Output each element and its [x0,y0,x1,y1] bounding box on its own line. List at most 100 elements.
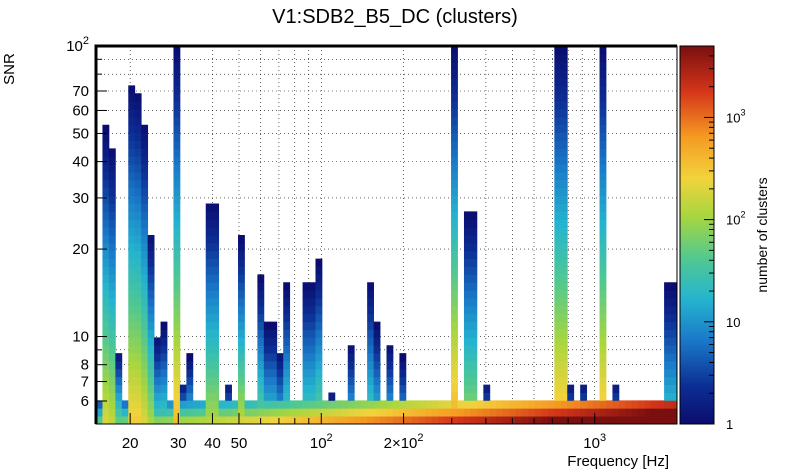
heatmap-cell [593,416,600,424]
heatmap-cell [554,101,562,110]
heatmap-cell [102,321,110,330]
heatmap-cell [560,172,568,181]
heatmap-cell [347,392,355,401]
heatmap-cell [128,93,136,102]
heatmap-cell [212,376,220,386]
heatmap-cell [134,156,142,165]
heatmap-cell [341,400,349,409]
heatmap-cell [270,392,278,401]
heatmap-cell [238,235,245,244]
heatmap-cell [554,85,562,94]
heatmap-cell [296,400,303,409]
heatmap-cell [554,353,562,362]
heatmap-cell [463,361,471,370]
heatmap-cell [392,408,400,417]
heatmap-cell [205,361,213,370]
heatmap-cell [425,416,433,424]
heatmap-cell [263,384,271,393]
heatmap-cell [141,337,149,346]
heatmap-cell [451,282,458,291]
heatmap-cell [573,408,581,417]
heatmap-cell [309,298,316,307]
y-tick-label: 7 [81,374,89,391]
heatmap-cell [160,384,168,393]
heatmap-cell [560,77,568,86]
heatmap-cell [554,116,562,126]
heatmap-cell [167,400,174,409]
heatmap-cell [257,282,265,291]
heatmap-cell [451,337,458,346]
heatmap-cell [173,266,181,275]
y-tick-label: 50 [72,125,89,142]
heatmap-cell [554,124,562,134]
heatmap-cell [225,384,232,393]
heatmap-cell [560,203,568,212]
heatmap-cell [554,305,562,315]
heatmap-cell [102,164,110,173]
heatmap-cell [212,290,220,299]
heatmap-cell [599,353,607,362]
heatmap-cell [580,392,588,401]
heatmap-cell [108,416,116,424]
heatmap-cell [451,321,458,330]
heatmap-cell [212,400,220,409]
heatmap-cell [108,211,116,220]
heatmap-cell [115,361,123,370]
heatmap-cell [470,416,478,424]
heatmap-cell [347,384,355,393]
heatmap-cell [108,313,116,323]
heatmap-cell [431,408,439,417]
heatmap-cell [476,408,484,417]
heatmap-cell [560,85,568,94]
heatmap-cell [334,400,342,409]
heatmap-cell [367,361,374,370]
heatmap-cell [470,250,478,260]
heatmap-cell [554,164,562,173]
heatmap-cell [580,400,588,409]
heatmap-cell [586,400,594,409]
heatmap-cell [664,392,671,401]
heatmap-cell [470,219,478,228]
heatmap-cell [173,321,181,330]
heatmap-cell [257,298,265,307]
heatmap-cell [238,321,245,330]
heatmap-cell [160,376,168,386]
heatmap-cell [205,203,213,212]
heatmap-cell [173,101,181,110]
heatmap-cell [141,187,149,197]
heatmap-cell [212,392,220,401]
heatmap-cell [560,140,568,149]
heatmap-cell [373,400,381,409]
heatmap-cell [373,408,381,417]
heatmap-cell [386,353,394,362]
heatmap-cell [128,172,136,181]
heatmap-cell [108,242,116,252]
heatmap-cell [147,250,155,260]
heatmap-cell [560,298,568,307]
heatmap-cell [670,337,677,346]
heatmap-cell [438,400,445,409]
heatmap-cell [257,337,265,346]
heatmap-cell [554,274,562,283]
heatmap-cell [134,290,142,299]
heatmap-cell [102,368,110,378]
heatmap-cell [567,384,575,393]
heatmap-cell [554,179,562,189]
heatmap-cell [134,101,142,110]
heatmap-cell [173,85,181,94]
heatmap-cell [367,345,374,354]
heatmap-cell [612,400,620,409]
heatmap-cell [670,384,677,393]
heatmap-cell [470,392,478,401]
heatmap-cell [573,416,581,424]
heatmap-cell [560,235,568,244]
heatmap-cell [173,353,181,362]
heatmap-cell [173,140,181,149]
heatmap-cell [560,282,568,291]
heatmap-cell [102,400,110,409]
heatmap-cell [102,329,110,338]
heatmap-cell [154,353,161,362]
heatmap-cell [173,305,181,315]
heatmap-cell [134,392,142,401]
heatmap-cell [134,298,142,307]
